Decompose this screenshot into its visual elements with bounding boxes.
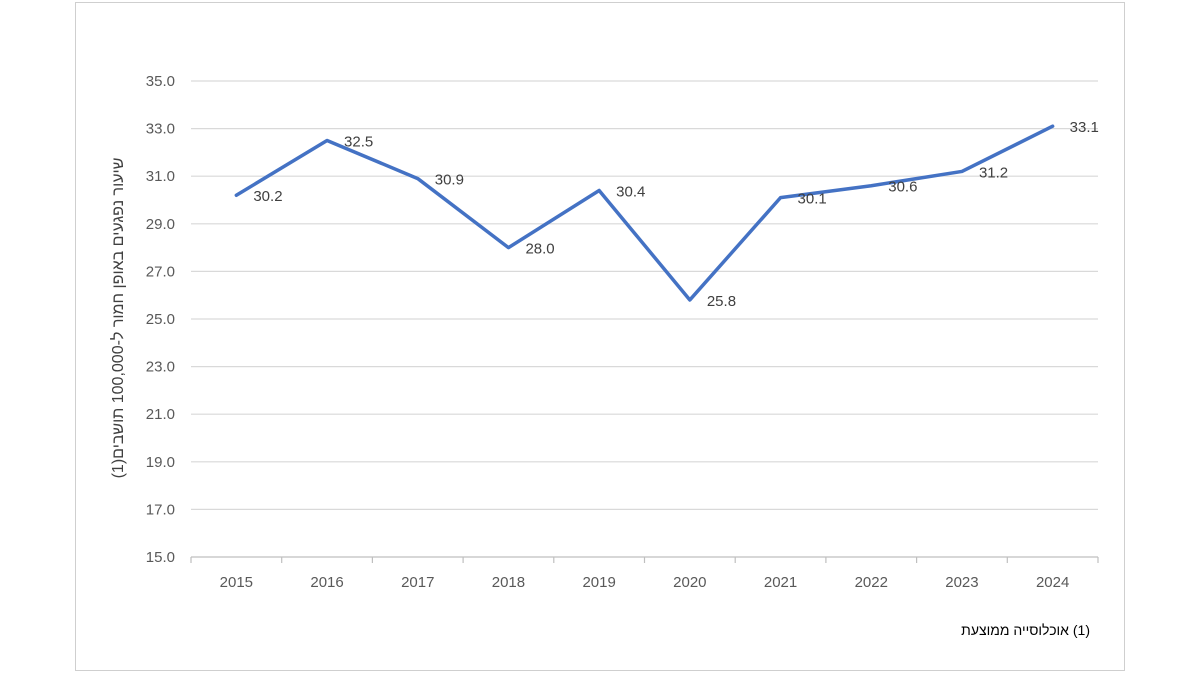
data-label: 30.4 [616,183,645,200]
y-tick-label: 15.0 [146,549,175,566]
x-tick-label: 2017 [401,574,434,591]
y-tick-label: 21.0 [146,406,175,423]
y-tick-label: 17.0 [146,501,175,518]
x-tick-label: 2016 [310,574,343,591]
gridlines [191,80,1098,510]
data-label: 30.1 [798,191,827,208]
x-tick-label: 2022 [855,574,888,591]
data-label: 28.0 [525,241,554,258]
y-tick-label: 23.0 [146,359,175,376]
x-tick-label: 2020 [673,574,706,591]
data-label: 31.2 [979,164,1008,181]
y-tick-label: 31.0 [146,168,175,185]
data-labels: 30.2 32.5 30.9 28.0 30.4 25.8 30.1 30.6 31.2 33.1 [253,119,1099,310]
x-tick-label: 2018 [492,574,525,591]
y-tick-label: 27.0 [146,263,175,280]
x-axis [190,556,1099,563]
y-tick-label: 29.0 [146,216,175,233]
y-tick-label: 25.0 [146,311,175,328]
footnote: (1) אוכלוסייה ממוצעת [961,622,1090,638]
y-tick-label: 35.0 [146,73,175,90]
data-label: 32.5 [344,134,373,151]
x-tick-label: 2015 [220,574,253,591]
x-axis-ticks: 2015 2016 2017 2018 2019 2020 2021 2022 2023 2024 [220,574,1070,591]
series-line [234,124,1055,302]
x-tick-label: 2023 [945,574,978,591]
data-label: 33.1 [1070,119,1099,136]
data-label: 30.6 [888,179,917,196]
y-tick-label: 19.0 [146,454,175,471]
x-tick-label: 2019 [582,574,615,591]
x-tick-label: 2021 [764,574,797,591]
y-axis-ticks: 15.0 17.0 19.0 21.0 23.0 25.0 27.0 29.0 31.0 33.0… [146,73,175,566]
series-line-group [234,124,1055,302]
data-label: 25.8 [707,293,736,310]
y-tick-label: 33.0 [146,121,175,138]
y-axis-title: שיעור נפגעים באופן חמור ל-100,000 תושבים… [109,158,127,479]
data-label: 30.2 [253,188,282,205]
chart-frame [75,2,1125,671]
x-tick-label: 2024 [1036,574,1069,591]
data-label: 30.9 [435,172,464,189]
